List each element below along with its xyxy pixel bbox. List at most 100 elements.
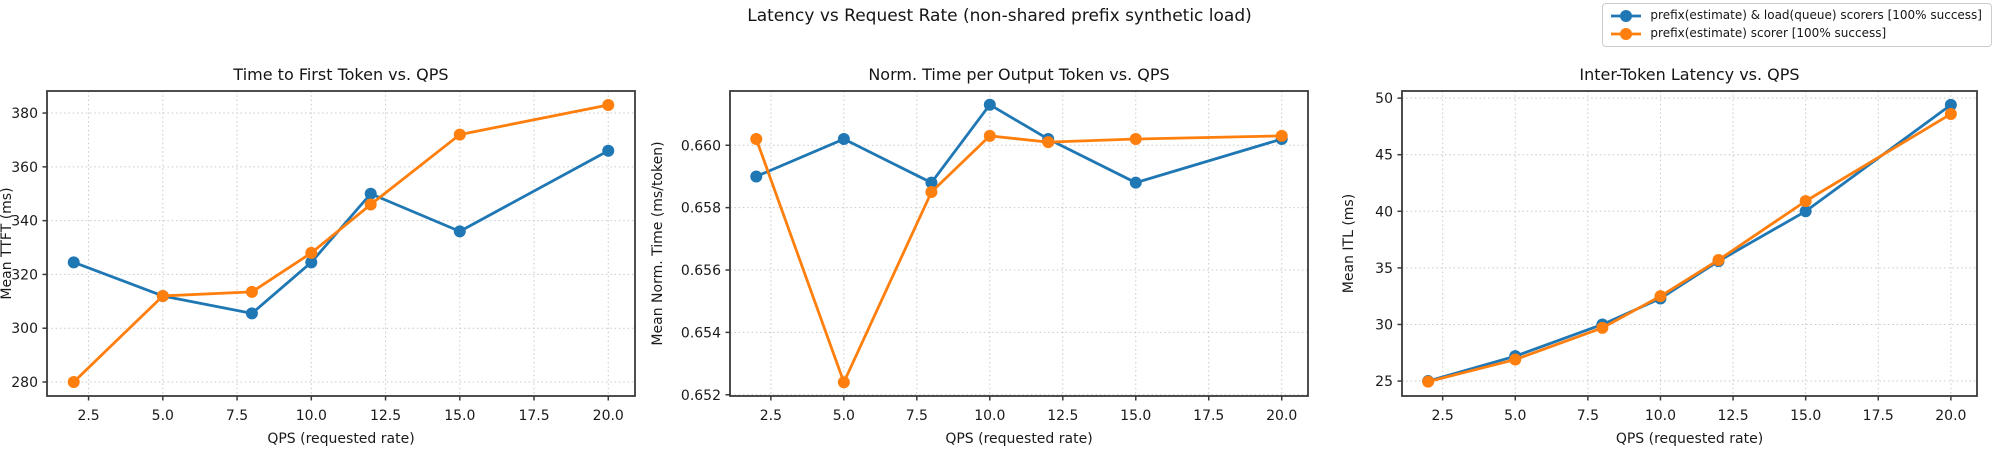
x-tick-label: 2.5: [760, 408, 782, 424]
data-point: [837, 133, 850, 146]
data-point: [305, 256, 318, 269]
x-tick-label: 15.0: [1790, 408, 1821, 424]
data-point: [837, 376, 850, 389]
data-point: [1596, 321, 1609, 334]
x-tick-label: 17.5: [518, 408, 549, 424]
subplot-title: Inter-Token Latency vs. QPS: [1579, 65, 1799, 84]
data-point: [750, 133, 763, 146]
x-tick-label: 20.0: [593, 408, 624, 424]
data-point: [1509, 353, 1522, 366]
x-tick-label: 5.0: [833, 408, 855, 424]
data-point: [602, 144, 615, 157]
figure-title: Latency vs Request Rate (non-shared pref…: [747, 6, 1252, 26]
y-tick-label: 280: [11, 375, 38, 391]
axes-frame: [1401, 90, 1978, 397]
legend-entry-orange: prefix(estimate) scorer [100% success]: [1610, 25, 1982, 42]
data-point: [1129, 176, 1142, 189]
x-tick-label: 2.5: [77, 408, 99, 424]
subplot-title: Norm. Time per Output Token vs. QPS: [868, 65, 1169, 84]
x-tick-label: 15.0: [1120, 408, 1151, 424]
data-point: [1654, 290, 1667, 303]
data-point: [156, 289, 169, 302]
y-axis-label: Mean TTFT (ms): [0, 187, 15, 299]
data-point: [364, 198, 377, 211]
x-tick-label: 5.0: [152, 408, 174, 424]
data-point: [925, 186, 938, 199]
series-line: [1426, 103, 1953, 383]
data-point: [1944, 98, 1957, 111]
data-point: [245, 285, 258, 298]
axes-frame: [729, 90, 1309, 397]
legend-entry-blue: prefix(estimate) & load(queue) scorers […: [1610, 7, 1982, 24]
x-axis-label: QPS (requested rate): [267, 431, 414, 447]
data-point: [67, 376, 80, 389]
series-line: [754, 134, 1284, 384]
series-line: [72, 103, 610, 384]
data-point: [1275, 129, 1288, 142]
subplot-2: 2.5 5.0 7.5 10.0 12.5 15.0 17.5 20.0 0.652 0.654 0…: [650, 65, 1309, 447]
legend: prefix(estimate) & load(queue) scorers […: [1602, 3, 1992, 47]
data-point: [1799, 205, 1812, 218]
data-point: [925, 176, 938, 189]
data-point: [245, 307, 258, 320]
x-tick-label: 10.0: [1645, 408, 1676, 424]
x-tick-label: 17.5: [1193, 408, 1224, 424]
x-tick-label: 17.5: [1863, 408, 1894, 424]
data-point: [305, 246, 318, 259]
x-axis-label: QPS (requested rate): [945, 431, 1092, 447]
x-tick-label: 15.0: [444, 408, 475, 424]
x-tick-label: 12.5: [1717, 408, 1748, 424]
data-point: [453, 225, 466, 238]
legend-label: prefix(estimate) & load(queue) scorers […: [1650, 8, 1982, 22]
y-tick-label: 0.654: [681, 325, 721, 341]
y-tick-label: 0.656: [681, 263, 721, 279]
data-point: [1712, 253, 1725, 266]
x-axis-label: QPS (requested rate): [1616, 431, 1763, 447]
y-tick-label: 45: [1375, 148, 1393, 164]
subplot-3: 2.5 5.0 7.5 10.0 12.5 15.0 17.5 20.0 25 30 35 40 45 5…: [1341, 65, 1978, 447]
data-point: [983, 98, 996, 111]
subplot-1: 2.5 5.0 7.5 10.0 12.5 15.0 17.5 20.0 280 300 320 34…: [0, 65, 636, 447]
x-tick-label: 20.0: [1266, 408, 1297, 424]
subplot-title: Time to First Token vs. QPS: [232, 65, 448, 84]
data-point: [67, 256, 80, 269]
x-tick-label: 12.5: [370, 408, 401, 424]
y-tick-label: 380: [11, 106, 38, 122]
series-line: [72, 149, 610, 315]
x-tick-label: 7.5: [906, 408, 928, 424]
data-point: [1944, 107, 1957, 120]
data-point: [1799, 195, 1812, 208]
x-tick-label: 20.0: [1935, 408, 1966, 424]
y-tick-label: 40: [1375, 204, 1393, 220]
y-tick-label: 0.658: [681, 201, 721, 217]
y-tick-label: 0.660: [681, 138, 721, 154]
y-axis-label: Mean Norm. Time (ms/token): [650, 141, 666, 345]
series-line: [1426, 112, 1953, 384]
legend-marker-icon: [1611, 28, 1642, 41]
axes-frame: [46, 90, 636, 397]
legend-label: prefix(estimate) scorer [100% success]: [1650, 26, 1887, 41]
data-point: [983, 129, 996, 142]
data-point: [453, 128, 466, 141]
data-point: [364, 187, 377, 200]
y-tick-label: 35: [1375, 261, 1393, 277]
data-point: [1422, 375, 1435, 388]
x-tick-label: 7.5: [1577, 408, 1599, 424]
x-tick-label: 10.0: [974, 408, 1005, 424]
y-tick-label: 30: [1375, 317, 1393, 333]
y-tick-label: 300: [11, 321, 38, 337]
data-point: [1042, 136, 1055, 149]
y-tick-label: 360: [11, 160, 38, 176]
series-line: [754, 103, 1284, 185]
y-axis-label: Mean ITL (ms): [1341, 194, 1357, 293]
data-point: [602, 98, 615, 111]
data-point: [750, 170, 763, 183]
x-tick-label: 12.5: [1047, 408, 1078, 424]
x-tick-label: 5.0: [1504, 408, 1526, 424]
x-tick-label: 10.0: [296, 408, 327, 424]
y-tick-label: 0.652: [681, 388, 721, 404]
y-tick-label: 320: [11, 267, 38, 283]
legend-marker-icon: [1611, 9, 1642, 22]
x-tick-label: 2.5: [1432, 408, 1454, 424]
